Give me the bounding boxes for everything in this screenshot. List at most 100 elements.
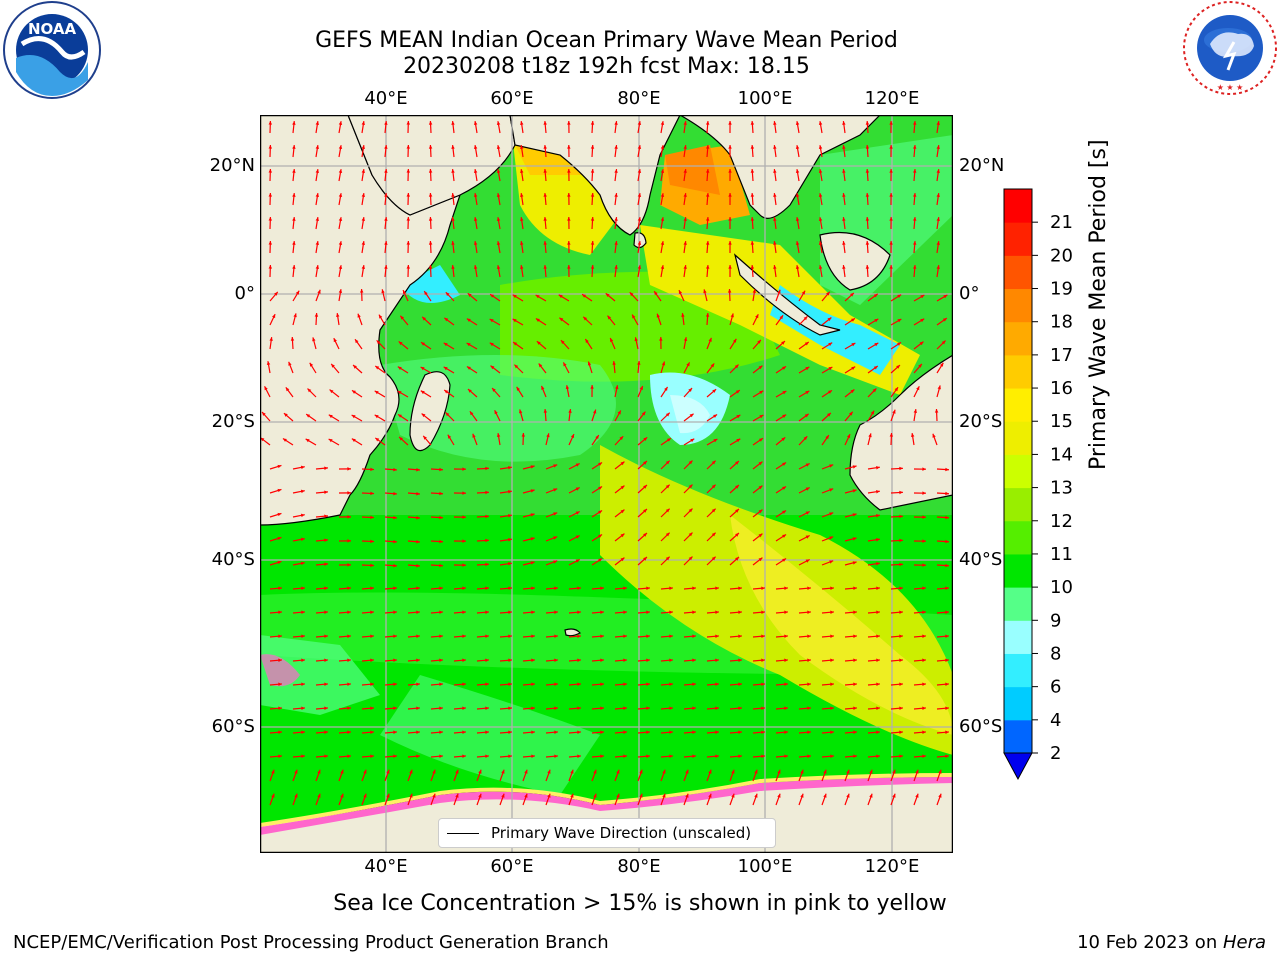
wave-direction-arrow [936,658,950,663]
wave-direction-arrow [844,489,857,494]
wave-direction-arrow [614,145,618,158]
wave-direction-arrow [590,240,595,254]
wave-direction-arrow [476,769,482,782]
wave-direction-arrow [705,192,710,206]
wave-direction-arrow [706,706,720,711]
wave-direction-arrow [522,513,535,518]
wave-direction-arrow [867,706,881,711]
wave-direction-arrow [890,634,904,639]
wave-direction-arrow [936,340,946,350]
wave-direction-arrow [453,539,467,543]
wave-direction-arrow [536,340,547,350]
wave-direction-arrow [338,658,352,663]
wave-direction-arrow [545,512,558,518]
wave-direction-arrow [545,488,558,494]
wave-direction-arrow [359,288,364,302]
wave-direction-arrow [795,265,800,278]
wave-direction-arrow [473,121,478,134]
wave-direction-arrow [683,730,697,735]
wave-direction-arrow [798,341,810,350]
wave-direction-arrow [543,216,547,230]
wave-direction-arrow [590,192,595,206]
wave-direction-arrow [315,658,329,663]
wave-direction-arrow [683,265,687,278]
wave-direction-arrow [476,658,490,663]
wave-direction-arrow [821,769,827,782]
footer-date-text: 10 Feb 2023 on [1077,932,1223,953]
wave-direction-arrow [775,414,787,422]
wave-direction-arrow [752,754,766,759]
wave-direction-arrow [428,240,433,254]
wave-direction-arrow [361,658,375,663]
wave-direction-arrow [614,682,628,687]
wave-direction-arrow [683,793,689,806]
wave-direction-arrow [290,336,295,350]
wave-direction-arrow [499,634,513,639]
wave-direction-arrow [821,706,835,711]
wave-direction-arrow [842,241,846,254]
wave-direction-arrow [706,793,712,806]
wave-direction-arrow [750,192,755,206]
colorbar-segment [1004,553,1032,588]
wave-direction-arrow [451,265,455,278]
footer-machine: Hera [1222,932,1266,953]
wave-direction-arrow [614,586,628,591]
wave-direction-arrow [384,265,388,278]
wave-direction-arrow [818,265,823,278]
noaa-logo: NOAA [3,1,101,99]
wave-direction-arrow [614,121,618,134]
colorbar-border [1003,188,1033,754]
wave-direction-arrow [545,560,558,566]
wave-direction-arrow [728,168,732,182]
colorbar-segment [1004,288,1032,323]
wave-direction-arrow [637,769,643,782]
wave-direction-arrow [428,216,433,230]
wave-direction-arrow [683,438,695,446]
wave-direction-arrow [729,754,743,759]
wave-direction-arrow [683,484,693,494]
wave-direction-arrow [520,121,524,134]
wave-direction-arrow [567,120,571,134]
wave-direction-arrow [430,539,444,544]
wave-direction-arrow [351,438,363,446]
wave-direction-arrow [936,265,940,278]
wave-direction-arrow [453,793,459,806]
wave-direction-arrow [798,769,804,782]
wave-direction-arrow [406,264,411,278]
wave-direction-arrow [453,682,467,687]
wave-direction-arrow [361,241,366,254]
wave-direction-arrow [890,682,904,687]
wave-direction-arrow [269,754,283,759]
wave-direction-arrow [568,534,580,542]
wave-direction-arrow [338,610,352,615]
wave-direction-arrow [315,682,329,687]
colorbar-extend-arrow [1003,752,1033,781]
wave-direction-arrow [818,169,823,182]
footer-date: 10 Feb 2023 on Hera [1077,932,1266,953]
wave-direction-arrow [406,144,411,158]
colorbar-tick-label: 20 [1050,245,1073,266]
wave-direction-arrow [522,610,536,615]
wave-direction-arrow [821,560,834,566]
wave-direction-arrow [451,145,455,158]
wave-direction-arrow [683,193,687,206]
wave-direction-arrow [453,467,467,471]
wave-direction-arrow [913,769,919,782]
wave-direction-arrow [516,386,524,398]
wave-direction-arrow [591,610,605,615]
madagascar-land [409,371,451,452]
wave-direction-arrow [614,169,618,182]
wave-direction-arrow [660,412,671,422]
wave-direction-arrow [936,634,950,639]
wave-direction-arrow [476,586,490,591]
wave-direction-arrow [338,730,352,735]
wave-direction-arrow [867,754,881,759]
wave-direction-arrow [728,120,732,134]
wave-direction-arrow [683,169,687,182]
wave-direction-arrow [683,337,688,350]
wave-direction-arrow [660,361,666,374]
wave-direction-arrow [494,409,501,422]
wave-direction-arrow [469,410,478,422]
wave-direction-arrow [818,241,823,254]
wave-direction-arrow [705,312,710,326]
